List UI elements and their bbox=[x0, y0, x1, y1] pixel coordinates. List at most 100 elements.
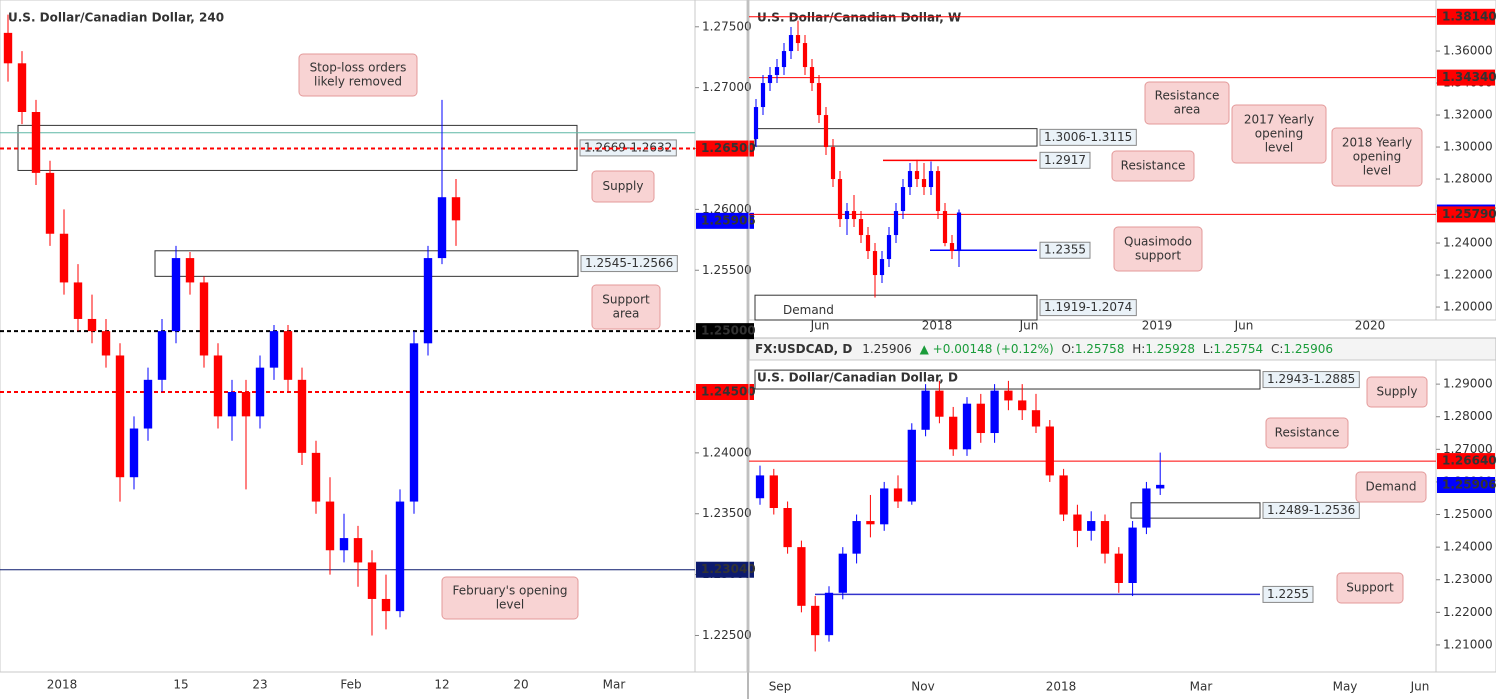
last: 1.25906 bbox=[862, 342, 912, 356]
candle-body bbox=[395, 501, 405, 612]
candle-body bbox=[769, 475, 778, 509]
y-tick-label: 1.27500 bbox=[702, 19, 752, 33]
ohlc-value: 1.25758 bbox=[1075, 342, 1125, 356]
ohlc-value: 1.25906 bbox=[1283, 342, 1333, 356]
zone-label-box bbox=[1039, 128, 1137, 146]
candle-body bbox=[451, 197, 461, 221]
candle-body bbox=[115, 355, 125, 478]
price-label: 1.38140 bbox=[1442, 9, 1496, 23]
y-tick-label: 1.24000 bbox=[1443, 236, 1493, 250]
y-tick-label: 1.22500 bbox=[702, 628, 752, 642]
candle-body bbox=[900, 187, 906, 212]
candle-body bbox=[353, 538, 363, 563]
candle-body bbox=[824, 592, 834, 636]
candle-body bbox=[781, 51, 787, 68]
candle-body bbox=[269, 331, 279, 368]
y-tick-label: 1.23500 bbox=[702, 506, 752, 520]
candle-body bbox=[935, 390, 944, 417]
candle-body bbox=[760, 83, 766, 108]
candle-body bbox=[59, 233, 69, 283]
candle-body bbox=[241, 392, 251, 417]
candle-body bbox=[143, 379, 153, 429]
candle-body bbox=[157, 331, 167, 380]
zone-label-box bbox=[1262, 501, 1360, 519]
candle-body bbox=[811, 605, 820, 636]
candle-body bbox=[809, 67, 815, 84]
divider bbox=[747, 0, 749, 699]
candle-body bbox=[838, 553, 847, 593]
candle-body bbox=[297, 379, 307, 453]
zone-name: Demand bbox=[783, 303, 834, 317]
candle-body bbox=[858, 219, 864, 236]
candle-body bbox=[907, 171, 913, 188]
candle-body bbox=[851, 211, 857, 220]
price-label-box bbox=[696, 323, 754, 340]
annotation-text: Quasimodo bbox=[1124, 235, 1192, 249]
x-tick-label: 2018 bbox=[47, 678, 78, 692]
candle-body bbox=[802, 43, 808, 68]
annotation-text: level bbox=[496, 598, 525, 612]
x-tick-label: 2018 bbox=[922, 319, 953, 333]
zone-label-box bbox=[1039, 299, 1137, 317]
ohlc-value: 1.25754 bbox=[1214, 342, 1264, 356]
annotation-text: level bbox=[1265, 141, 1294, 155]
candle-body bbox=[339, 538, 349, 551]
annotation-box bbox=[1231, 104, 1327, 164]
candle-body bbox=[1142, 488, 1151, 528]
candle-body bbox=[990, 390, 999, 434]
y-tick-label: 1.25000 bbox=[1443, 507, 1493, 521]
annotation-box bbox=[1113, 226, 1203, 272]
x-tick-label: 15 bbox=[173, 678, 188, 692]
price-label-box bbox=[696, 384, 754, 400]
x-tick-label: 23 bbox=[252, 678, 267, 692]
y-tick-label: 1.22000 bbox=[1443, 605, 1493, 619]
candle-body bbox=[866, 521, 875, 525]
y-tick-label: 1.29000 bbox=[1443, 377, 1493, 391]
candle-body bbox=[823, 115, 829, 148]
price-label: 1.25906 bbox=[701, 213, 756, 227]
candle-body bbox=[795, 35, 801, 44]
candle-body bbox=[921, 179, 927, 188]
annotation-text: 2018 Yearly bbox=[1342, 136, 1412, 150]
candle-body bbox=[949, 416, 958, 450]
candle-body bbox=[185, 258, 195, 283]
y-tick-label: 1.32000 bbox=[1443, 108, 1493, 122]
candle-body bbox=[1031, 410, 1041, 427]
candle-body bbox=[852, 521, 861, 554]
candle-body bbox=[783, 508, 792, 548]
candle-body bbox=[893, 211, 899, 236]
y-tick-label: 1.36000 bbox=[1443, 44, 1493, 58]
annotation-box bbox=[591, 170, 655, 203]
price-label: 1.24500 bbox=[701, 385, 756, 399]
price-label: 1.34340 bbox=[1442, 70, 1496, 84]
annotation-box bbox=[1336, 572, 1404, 604]
zone-label: 1.2669-1.2632 bbox=[584, 140, 672, 154]
chart-title: U.S. Dollar/Canadian Dollar, D bbox=[757, 371, 958, 385]
x-tick-label: Feb bbox=[340, 678, 361, 692]
candle-body bbox=[767, 75, 773, 84]
x-tick-label: Nov bbox=[911, 680, 934, 694]
line-label-box bbox=[1039, 241, 1091, 259]
y-tick-label: 1.22000 bbox=[1443, 268, 1493, 282]
zone bbox=[754, 294, 1038, 321]
candle-body bbox=[325, 501, 335, 551]
x-tick-label: Jun bbox=[810, 319, 830, 333]
zone-label: 1.2489-1.2536 bbox=[1267, 503, 1355, 517]
ohlc-value: 1.25928 bbox=[1145, 342, 1195, 356]
candle-body bbox=[199, 282, 209, 356]
annotation-text: Support bbox=[1346, 581, 1394, 595]
zone-label: 1.3006-1.3115 bbox=[1044, 130, 1132, 144]
annotation-text: area bbox=[1174, 103, 1201, 117]
line-label: 1.2355 bbox=[1044, 243, 1086, 257]
price-label-box bbox=[696, 561, 754, 578]
y-tick-label: 1.21000 bbox=[1443, 637, 1493, 651]
zone-label-box bbox=[1262, 371, 1360, 389]
candle-body bbox=[879, 259, 885, 276]
candle-body bbox=[1100, 521, 1110, 554]
price-label: 1.26640 bbox=[1442, 454, 1496, 468]
price-label: 1.25000 bbox=[701, 324, 756, 338]
price-label-box bbox=[1437, 476, 1495, 493]
x-tick-label: Mar bbox=[603, 678, 626, 692]
annotation-box bbox=[441, 576, 579, 620]
line-label: 1.2255 bbox=[1267, 587, 1309, 601]
